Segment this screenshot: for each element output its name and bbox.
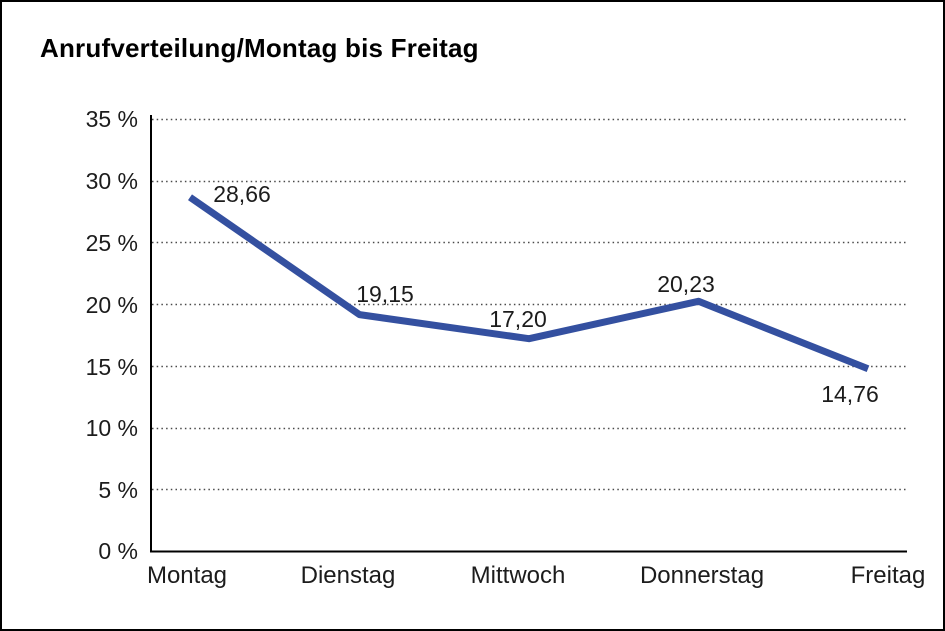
data-label: 28,66 <box>213 181 271 207</box>
x-category-label: Mittwoch <box>470 562 566 589</box>
chart-title: Anrufverteilung/Montag bis Freitag <box>40 33 479 63</box>
y-tick-label: 5 % <box>98 477 138 503</box>
data-label: 17,20 <box>489 306 547 332</box>
x-category-label: Donnerstag <box>639 562 765 589</box>
y-tick-label: 35 % <box>85 106 138 132</box>
y-tick-label: 25 % <box>85 230 138 256</box>
y-tick-label: 30 % <box>85 168 138 194</box>
data-label: 19,15 <box>356 281 414 307</box>
data-label: 14,76 <box>821 381 879 407</box>
y-tick-label: 20 % <box>85 292 138 318</box>
data-series-line <box>188 194 870 373</box>
x-category-label: Freitag <box>850 562 926 589</box>
y-tick-label: 10 % <box>85 415 138 441</box>
data-label: 20,23 <box>657 271 715 297</box>
y-tick-label: 15 % <box>85 354 138 380</box>
y-tick-label: 0 % <box>98 538 138 564</box>
x-category-label: Montag <box>146 562 228 589</box>
x-category-label: Dienstag <box>300 562 396 589</box>
